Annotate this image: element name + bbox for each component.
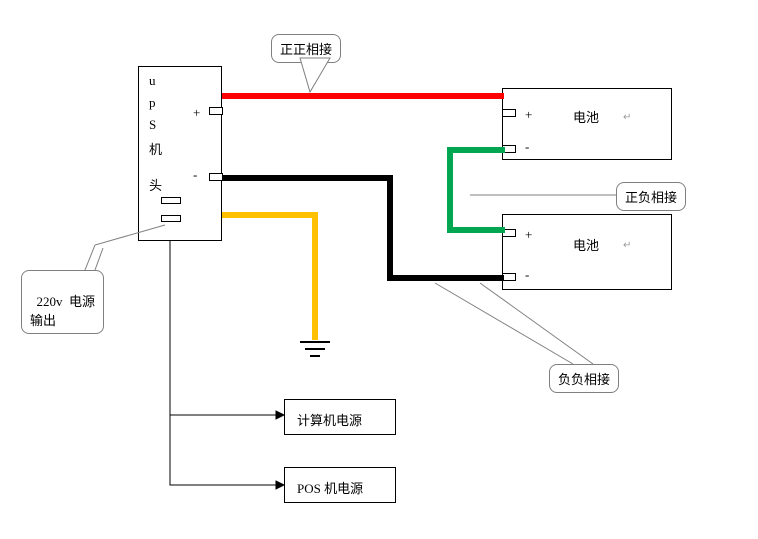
ground-icon [300,342,330,356]
callout-pointers [85,58,616,364]
wiring-svg [0,0,758,539]
wire-yellow [222,215,315,340]
output-lines [170,241,284,489]
wire-green [450,150,505,230]
